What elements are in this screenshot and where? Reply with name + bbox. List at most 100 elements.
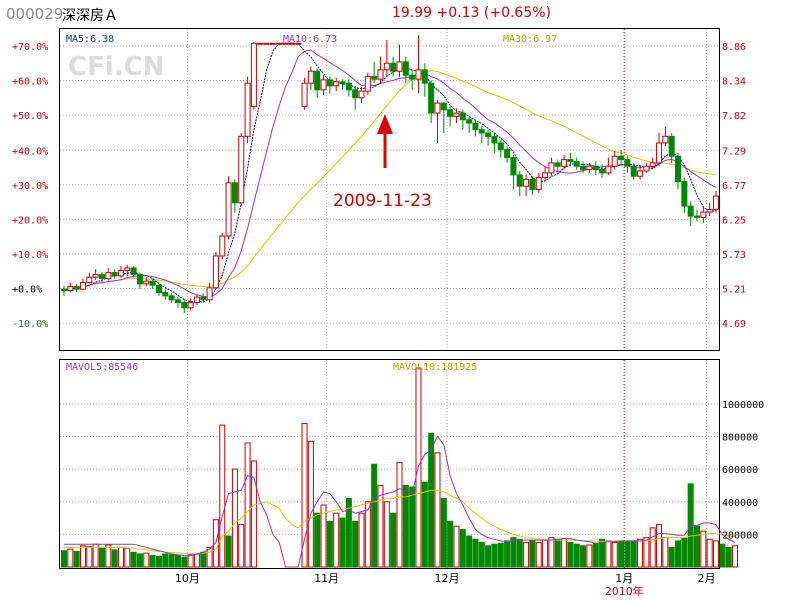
volume-bar — [326, 520, 333, 568]
candle — [282, 42, 289, 45]
volume-bar — [681, 537, 688, 568]
candle-body — [149, 280, 156, 286]
candle — [649, 157, 656, 170]
candle-body — [339, 81, 346, 84]
candle-body — [681, 181, 688, 207]
volume-bar — [592, 542, 599, 568]
stock-code: 000029 — [6, 5, 64, 23]
volume-bar — [143, 552, 150, 568]
candle — [713, 190, 719, 213]
price-panel-frame — [59, 28, 720, 351]
candle — [130, 265, 137, 278]
candle-body — [206, 287, 213, 301]
candle-body — [212, 255, 219, 289]
candle-body — [504, 149, 511, 159]
candle — [352, 85, 359, 110]
candle-body — [98, 274, 105, 280]
candle — [371, 61, 378, 84]
candle-body — [453, 112, 460, 117]
candle-body — [314, 70, 321, 91]
candle-body — [428, 82, 435, 114]
candle-body — [656, 142, 663, 164]
candle — [586, 162, 593, 173]
volume-bar — [694, 525, 701, 568]
candle-body — [548, 162, 555, 174]
candle-body — [61, 288, 67, 292]
volume-bar — [687, 483, 694, 568]
candle — [212, 251, 219, 290]
volume-bar — [624, 541, 631, 568]
candle-body — [276, 42, 283, 45]
candle — [79, 278, 86, 291]
candle-body — [542, 172, 549, 179]
volume-bar — [149, 555, 156, 568]
candle — [149, 278, 156, 290]
candle-body — [244, 82, 251, 137]
volume-bar — [86, 546, 93, 568]
candle — [200, 293, 207, 303]
volume-bar — [98, 546, 105, 568]
candle-body — [472, 122, 479, 131]
volume-bar — [225, 535, 232, 568]
candle — [535, 172, 542, 193]
candle-body — [67, 286, 74, 292]
candle — [320, 75, 327, 96]
candle-body — [529, 179, 536, 190]
candle — [561, 154, 568, 170]
candle — [383, 39, 390, 77]
candle-body — [390, 62, 397, 72]
volume-bar — [320, 504, 327, 568]
candle — [510, 154, 517, 190]
volume-bar — [238, 524, 245, 568]
candle-body — [377, 69, 384, 80]
volume-bar — [383, 501, 390, 568]
candle — [529, 176, 536, 195]
candle — [706, 202, 713, 217]
candle-body — [586, 165, 593, 171]
ma10-line — [63, 49, 717, 298]
candle-body — [79, 282, 86, 290]
volume-bar — [637, 538, 644, 568]
volume-bar — [630, 540, 637, 568]
candle-body — [605, 165, 612, 174]
candle-body — [269, 42, 276, 45]
volume-bar — [459, 528, 466, 568]
candle — [440, 101, 447, 134]
candle-body — [168, 295, 175, 301]
volume-bar — [497, 542, 504, 568]
x-tick-label: 10月 — [175, 572, 200, 585]
candle — [364, 72, 371, 96]
volume-bar — [599, 538, 606, 568]
candle-body — [415, 69, 422, 80]
candle-body — [497, 142, 504, 151]
candle-body — [124, 267, 131, 272]
candle-body — [459, 112, 466, 121]
candle — [174, 297, 181, 308]
candle — [396, 44, 403, 77]
candle — [694, 209, 701, 222]
candle-body — [624, 159, 631, 167]
candle-body — [301, 82, 308, 107]
candle-body — [225, 182, 232, 237]
candle — [288, 42, 295, 45]
volume-bar — [231, 468, 238, 568]
candle-body — [288, 42, 295, 45]
candle-body — [117, 270, 124, 277]
candle — [485, 129, 492, 146]
right-tick-label: 5.21 — [722, 285, 746, 296]
volume-bar — [447, 520, 454, 568]
candle — [86, 272, 93, 284]
candle — [668, 133, 675, 163]
volume-bar — [491, 543, 498, 568]
candle — [542, 166, 549, 182]
volume-bar — [485, 545, 492, 568]
candle — [276, 42, 283, 45]
volume-bar — [542, 539, 549, 568]
candle — [491, 133, 498, 153]
candle-body — [580, 165, 587, 171]
candle-body — [86, 276, 93, 284]
volume-bar — [155, 555, 162, 568]
ma30-line — [63, 70, 717, 291]
candle-body — [307, 70, 314, 84]
volume-bar — [434, 452, 441, 568]
